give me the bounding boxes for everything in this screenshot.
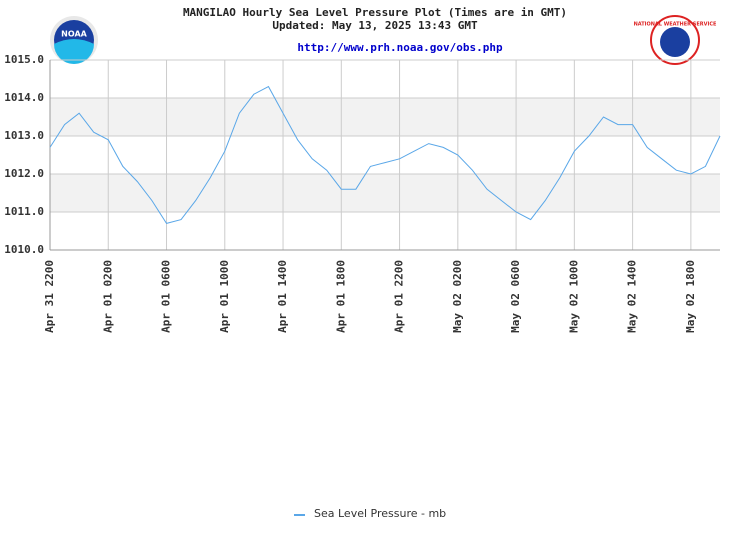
- data-line: [49, 85, 721, 224]
- x-tick-label: Apr 31 2200: [43, 260, 56, 333]
- x-tick-label: May 02 1000: [567, 260, 580, 333]
- legend-label: Sea Level Pressure - mb: [314, 507, 446, 520]
- x-tick-label: Apr 01 1400: [276, 260, 289, 333]
- x-tick-label: Apr 01 0600: [160, 260, 173, 333]
- y-tick-label: 1014.0: [4, 91, 44, 104]
- x-tick-label: Apr 01 1000: [218, 260, 231, 333]
- x-tick-label: Apr 01 2200: [393, 260, 406, 333]
- y-tick-label: 1012.0: [4, 167, 44, 180]
- x-tick-label: May 02 0600: [509, 260, 522, 333]
- x-tick-label: Apr 01 1800: [334, 260, 347, 333]
- legend: Sea Level Pressure - mb: [294, 507, 446, 520]
- grid-band: [50, 174, 720, 212]
- logo-text: NOAA: [61, 30, 87, 39]
- logo-text: NATIONAL WEATHER SERVICE: [634, 22, 717, 28]
- y-tick-label: 1013.0: [4, 129, 44, 142]
- grid-band: [50, 98, 720, 136]
- plot-area: [49, 59, 721, 251]
- x-tick-label: May 02 0200: [451, 260, 464, 333]
- url[interactable]: http://www.prh.noaa.gov/obs.php: [297, 41, 503, 54]
- chart-title: MANGILAO Hourly Sea Level Pressure Plot …: [183, 6, 567, 19]
- nws-logo: NATIONAL WEATHER SERVICE: [634, 15, 717, 65]
- x-tick-label: May 02 1400: [626, 260, 639, 333]
- chart-subtitle: Updated: May 13, 2025 13:43 GMT: [272, 19, 478, 32]
- y-tick-label: 1011.0: [4, 205, 44, 218]
- y-tick-label: 1010.0: [4, 243, 44, 256]
- x-tick-label: May 02 1800: [684, 260, 697, 333]
- x-tick-label: Apr 01 0200: [101, 260, 114, 333]
- y-tick-label: 1015.0: [4, 53, 44, 66]
- noaa-logo: NOAA: [50, 16, 98, 64]
